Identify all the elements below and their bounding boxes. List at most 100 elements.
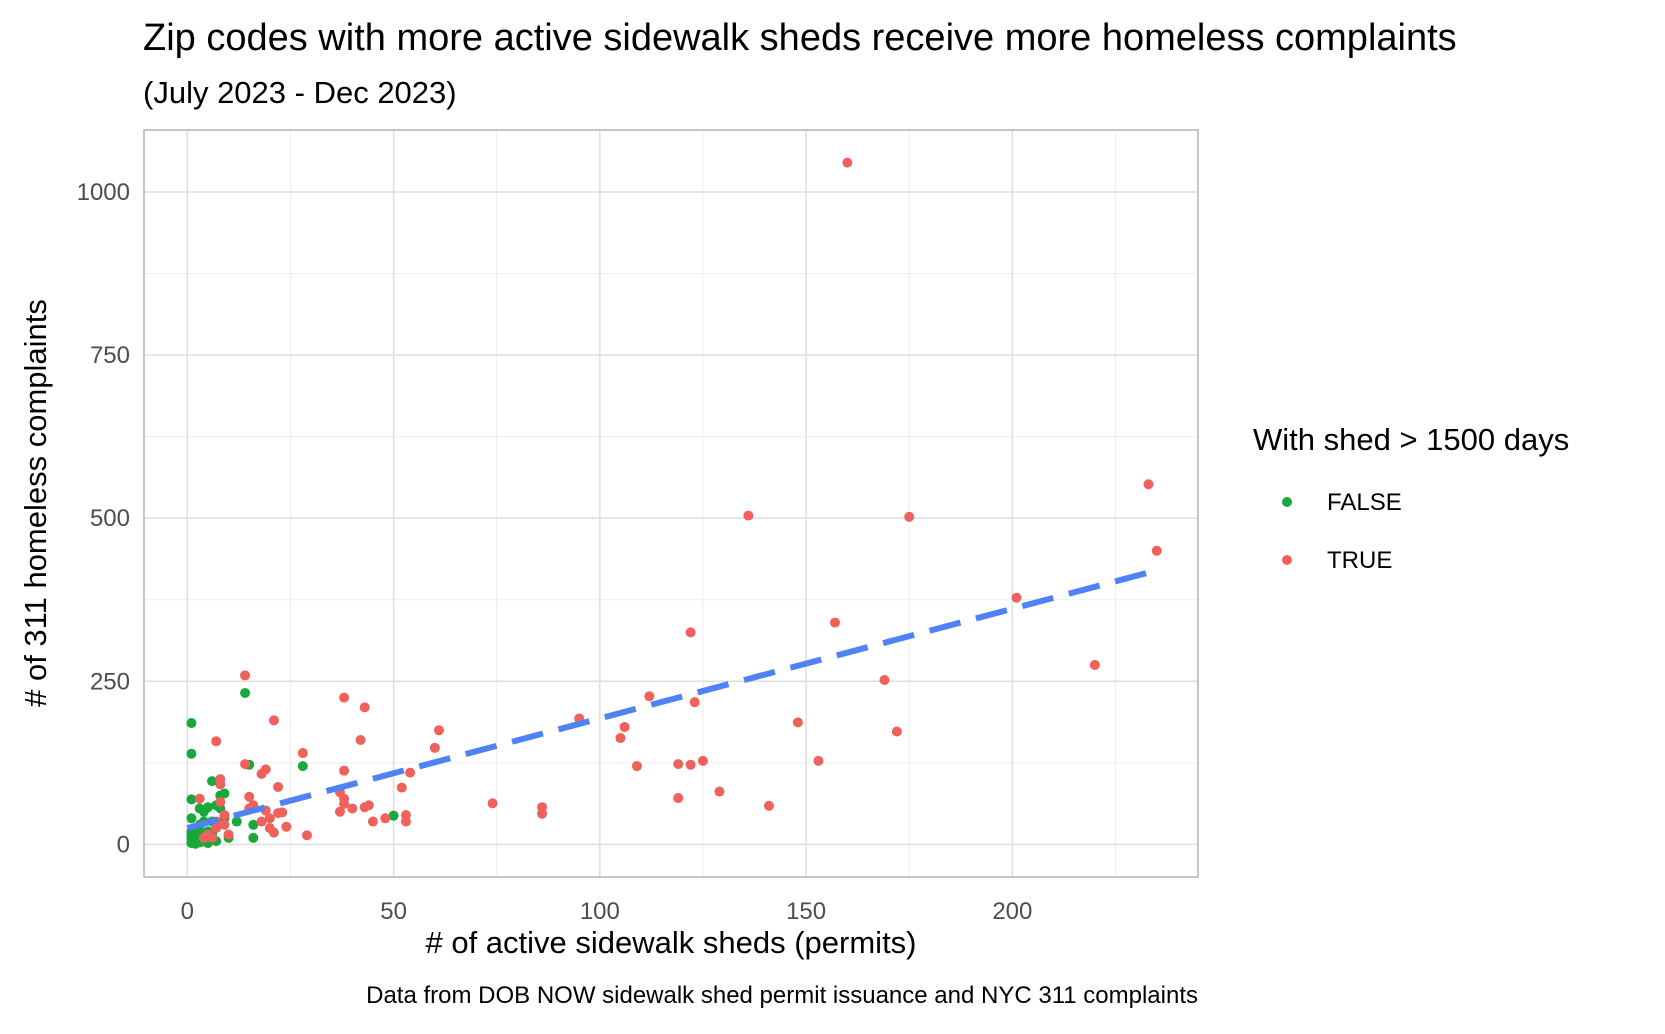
data-point-true (673, 793, 684, 804)
data-point-true (207, 832, 218, 843)
y-axis-label: # of 311 homeless complaints (18, 299, 53, 707)
data-point-true (685, 759, 696, 770)
trend-line (186, 567, 1158, 831)
data-point-false (219, 788, 230, 799)
data-point-true (339, 798, 350, 809)
data-point-false (186, 718, 197, 729)
data-point-false (231, 816, 242, 827)
legend-key-true (1282, 555, 1292, 565)
y-tick-label: 0 (117, 831, 130, 858)
data-point-false (207, 776, 218, 787)
data-point-false (202, 802, 213, 813)
data-point-true (904, 511, 915, 522)
legend-title: With shed > 1500 days (1253, 422, 1569, 457)
data-point-true (405, 767, 416, 778)
data-point-true (256, 816, 267, 827)
legend-label-false: FALSE (1327, 489, 1402, 516)
data-point-false (240, 688, 251, 699)
data-point-true (615, 733, 626, 744)
legend: With shed > 1500 days FALSE TRUE (1253, 422, 1569, 574)
data-point-true (297, 748, 308, 759)
data-point-true (689, 697, 700, 708)
data-point-true (433, 725, 444, 736)
data-point-false (297, 761, 308, 772)
data-point-true (273, 781, 284, 792)
data-point-true (240, 759, 251, 770)
chart-caption: Data from DOB NOW sidewalk shed permit i… (366, 982, 1198, 1009)
grid-major-lines (144, 130, 1198, 877)
data-point-false (186, 794, 197, 805)
data-point-true (281, 821, 292, 832)
data-point-true (264, 813, 275, 824)
chart-subtitle: (July 2023 - Dec 2023) (143, 75, 457, 110)
data-point-true (1143, 479, 1154, 490)
grid-minor-lines (144, 130, 1198, 877)
data-point-true (260, 764, 271, 775)
x-axis-label: # of active sidewalk sheds (permits) (425, 925, 916, 960)
data-point-true (215, 796, 226, 807)
data-point-true (829, 617, 840, 628)
data-point-true (1089, 659, 1100, 670)
data-point-true (879, 674, 890, 685)
data-points (186, 157, 1162, 849)
data-point-true (685, 627, 696, 638)
data-point-true (268, 827, 279, 838)
data-point-true (697, 755, 708, 766)
data-point-true (1151, 545, 1162, 556)
data-point-true (277, 807, 288, 818)
data-point-true (334, 806, 345, 817)
data-point-true (891, 726, 902, 737)
data-point-true (1011, 592, 1022, 603)
data-point-false (186, 813, 197, 824)
plot-panel-border (143, 129, 1199, 878)
data-point-true (842, 157, 853, 168)
data-point-true (396, 782, 407, 793)
y-tick-label: 250 (90, 668, 130, 695)
data-point-true (792, 717, 803, 728)
data-point-true (240, 670, 251, 681)
data-point-true (194, 793, 205, 804)
data-point-true (223, 829, 234, 840)
data-point-true (339, 692, 350, 703)
legend-key-false (1282, 497, 1292, 507)
data-point-true (400, 816, 411, 827)
data-point-true (673, 759, 684, 770)
data-point-true (380, 813, 391, 824)
data-point-false (186, 748, 197, 759)
data-point-false (248, 832, 259, 843)
data-point-true (219, 819, 230, 830)
data-point-true (347, 803, 358, 814)
y-tick-label: 750 (90, 342, 130, 369)
data-point-false (388, 810, 399, 821)
x-tick-label: 100 (580, 898, 620, 925)
data-point-true (339, 765, 350, 776)
data-point-true (219, 810, 230, 821)
data-point-true (619, 721, 630, 732)
data-point-true (215, 779, 226, 790)
y-tick-label: 1000 (77, 179, 130, 206)
data-point-true (487, 798, 498, 809)
data-point-true (813, 755, 824, 766)
data-point-true (244, 791, 255, 802)
x-tick-label: 150 (786, 898, 826, 925)
data-point-true (763, 800, 774, 811)
x-tick-label: 0 (181, 898, 194, 925)
data-point-true (429, 742, 440, 753)
data-point-true (355, 734, 366, 745)
data-point-true (714, 786, 725, 797)
x-axis-tick-labels: 0 50 100 150 200 (181, 898, 1033, 925)
y-axis-tick-labels: 0 250 500 750 1000 (77, 179, 130, 858)
data-point-true (743, 510, 754, 521)
data-point-true (644, 691, 655, 702)
x-tick-label: 200 (992, 898, 1032, 925)
data-point-true (301, 830, 312, 841)
data-point-true (268, 715, 279, 726)
data-point-true (359, 702, 370, 713)
legend-label-true: TRUE (1327, 547, 1392, 574)
y-tick-label: 500 (90, 505, 130, 532)
data-point-true (363, 800, 374, 811)
data-point-true (211, 823, 222, 834)
